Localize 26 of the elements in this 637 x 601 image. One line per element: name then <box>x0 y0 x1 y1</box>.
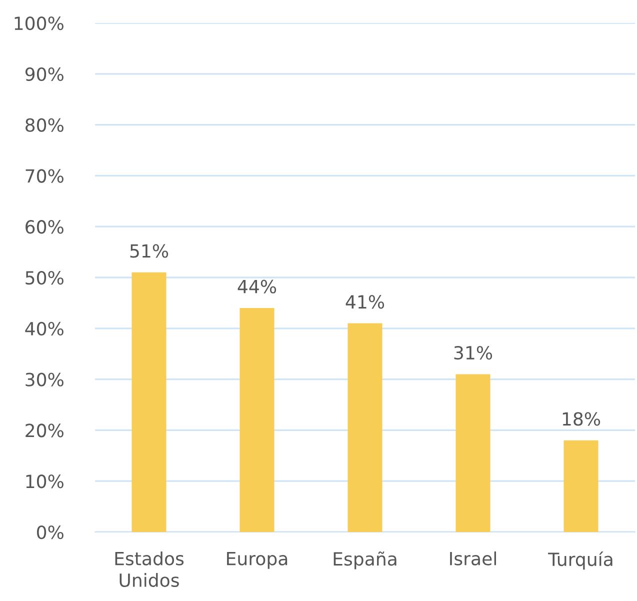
y-tick-label: 10% <box>26 474 64 488</box>
x-tick-label: España <box>334 551 396 570</box>
data-label: 44% <box>238 280 276 294</box>
bar <box>132 272 166 532</box>
y-tick-label: 50% <box>26 270 64 285</box>
y-tick-label: 80% <box>26 118 64 132</box>
y-tick-label: 90% <box>25 67 64 82</box>
bar <box>564 440 598 532</box>
y-tick-label: 40% <box>25 322 64 336</box>
y-tick-label: 70% <box>26 169 64 183</box>
x-tick-label: Estados Unidos <box>115 551 184 588</box>
data-label: 18% <box>562 412 600 426</box>
x-tick-label: Israel <box>450 551 496 566</box>
y-tick-label: 60% <box>26 220 64 234</box>
y-tick-label: 100% <box>14 16 64 30</box>
bar <box>348 323 382 532</box>
data-label: 51% <box>130 244 168 258</box>
bar <box>240 308 274 532</box>
data-label: 31% <box>454 346 492 360</box>
x-tick-label: Turquía <box>548 551 612 570</box>
data-label: 41% <box>346 295 384 309</box>
bar <box>456 374 490 532</box>
x-tick-label: Europa <box>227 552 288 569</box>
y-tick-label: 20% <box>26 424 64 438</box>
y-tick-label: 0% <box>36 525 64 540</box>
y-tick-label: 30% <box>26 372 64 386</box>
